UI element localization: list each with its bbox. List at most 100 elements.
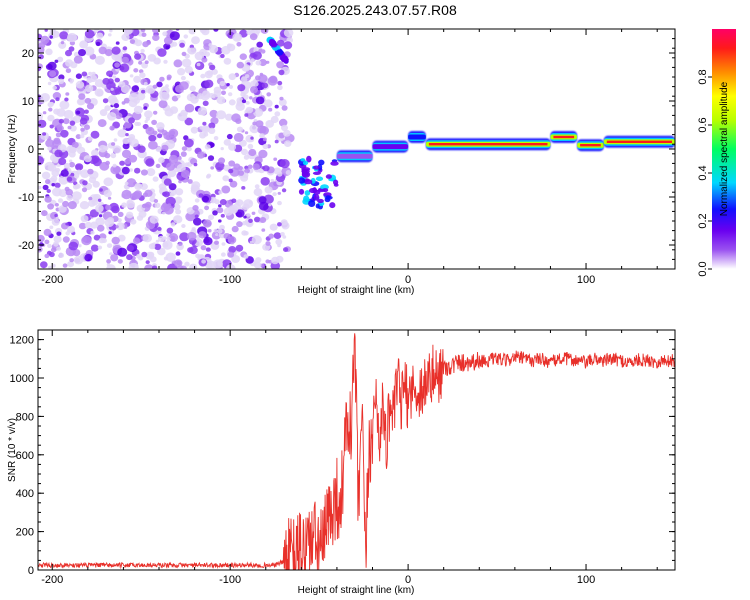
noise-blob — [226, 133, 233, 140]
noise-blob — [197, 106, 207, 116]
noise-blob — [73, 255, 84, 265]
noise-blob — [188, 29, 196, 35]
noise-blob — [57, 198, 64, 203]
noise-blob — [140, 169, 148, 176]
noise-blob — [79, 134, 85, 139]
noise-blob — [121, 149, 132, 159]
noise-blob — [281, 188, 287, 193]
spectrogram-x-ticks: -200 -100 0 100 — [41, 29, 658, 286]
noise-blob — [134, 183, 143, 190]
snr-y-axis-label: SNR (10 * v/v) — [7, 418, 18, 482]
noise-blob — [64, 97, 69, 102]
noise-blob — [91, 149, 99, 157]
noise-blob — [243, 231, 249, 236]
noise-blob — [69, 78, 75, 83]
noise-blob — [206, 70, 213, 76]
noise-blob — [201, 57, 208, 63]
noise-blob — [228, 92, 233, 97]
noise-blob — [47, 146, 52, 151]
noise-blob — [228, 143, 237, 151]
noise-blob — [76, 169, 82, 175]
noise-blob — [109, 29, 113, 33]
noise-blob — [253, 188, 263, 197]
noise-blob — [218, 204, 222, 208]
noise-blob — [154, 243, 162, 250]
noise-blob — [107, 112, 117, 121]
noise-blob — [106, 259, 111, 264]
noise-blob — [201, 29, 210, 36]
feature-blob — [330, 161, 339, 166]
noise-blob — [155, 163, 161, 169]
noise-blob — [228, 168, 234, 174]
noise-blob — [187, 179, 193, 184]
noise-blob — [128, 154, 138, 163]
noise-blob — [184, 117, 194, 126]
noise-blob — [117, 259, 123, 264]
noise-blob — [113, 138, 118, 142]
noise-blob — [129, 74, 134, 78]
spectrogram-y-axis-label: Frequency (Hz) — [7, 115, 18, 184]
noise-blob — [284, 140, 292, 148]
noise-blob — [231, 225, 239, 233]
noise-blob — [189, 44, 194, 49]
noise-blob — [148, 134, 157, 142]
noise-blob — [277, 191, 281, 195]
noise-blob — [88, 199, 96, 207]
noise-blob — [78, 93, 86, 100]
noise-blob — [54, 213, 58, 218]
noise-blob — [80, 169, 90, 178]
noise-blob — [58, 205, 67, 213]
noise-blob — [166, 227, 174, 234]
noise-blob — [244, 113, 249, 117]
noise-blob — [166, 236, 171, 241]
noise-blob — [165, 84, 169, 88]
noise-blob — [221, 185, 231, 194]
noise-blob — [227, 251, 235, 258]
noise-blob — [175, 209, 182, 215]
noise-blob — [51, 218, 60, 226]
colorbar-gradient — [712, 29, 736, 269]
noise-blob — [161, 144, 169, 152]
noise-blob — [148, 254, 152, 258]
noise-blob — [250, 52, 256, 58]
noise-blob — [122, 142, 130, 150]
noise-blob — [69, 161, 75, 168]
noise-blob — [49, 70, 57, 77]
feature-blob — [333, 183, 339, 187]
noise-blob — [256, 41, 264, 48]
noise-blob — [156, 81, 163, 88]
noise-blob — [66, 176, 73, 182]
noise-blob — [282, 235, 287, 239]
noise-blob — [84, 29, 95, 39]
noise-blob — [143, 106, 148, 110]
noise-blob — [183, 34, 189, 39]
feature-blob — [301, 168, 310, 174]
noise-blob — [235, 209, 245, 218]
noise-blob — [196, 62, 201, 67]
noise-blob — [213, 90, 222, 98]
noise-blob — [277, 222, 282, 227]
noise-blob — [204, 205, 210, 211]
noise-blob — [255, 96, 265, 105]
noise-blob — [241, 99, 247, 104]
noise-blob — [152, 29, 159, 34]
noise-blob — [255, 120, 264, 128]
noise-blob — [90, 130, 100, 139]
noise-blob — [111, 142, 116, 146]
noise-blob — [138, 60, 143, 65]
noise-blob — [250, 136, 254, 140]
noise-blob — [250, 86, 258, 94]
noise-blob — [200, 73, 206, 79]
noise-blob — [79, 117, 88, 125]
noise-blob — [126, 200, 136, 209]
noise-blob — [112, 75, 117, 79]
feature-blob — [268, 39, 276, 46]
noise-blob — [208, 43, 213, 47]
noise-blob — [220, 213, 225, 218]
noise-blob — [193, 217, 202, 226]
noise-blob — [261, 82, 269, 89]
noise-blob — [255, 60, 262, 66]
noise-blob — [42, 132, 47, 136]
noise-blob — [181, 169, 190, 179]
x-tick-label: 100 — [577, 574, 595, 586]
